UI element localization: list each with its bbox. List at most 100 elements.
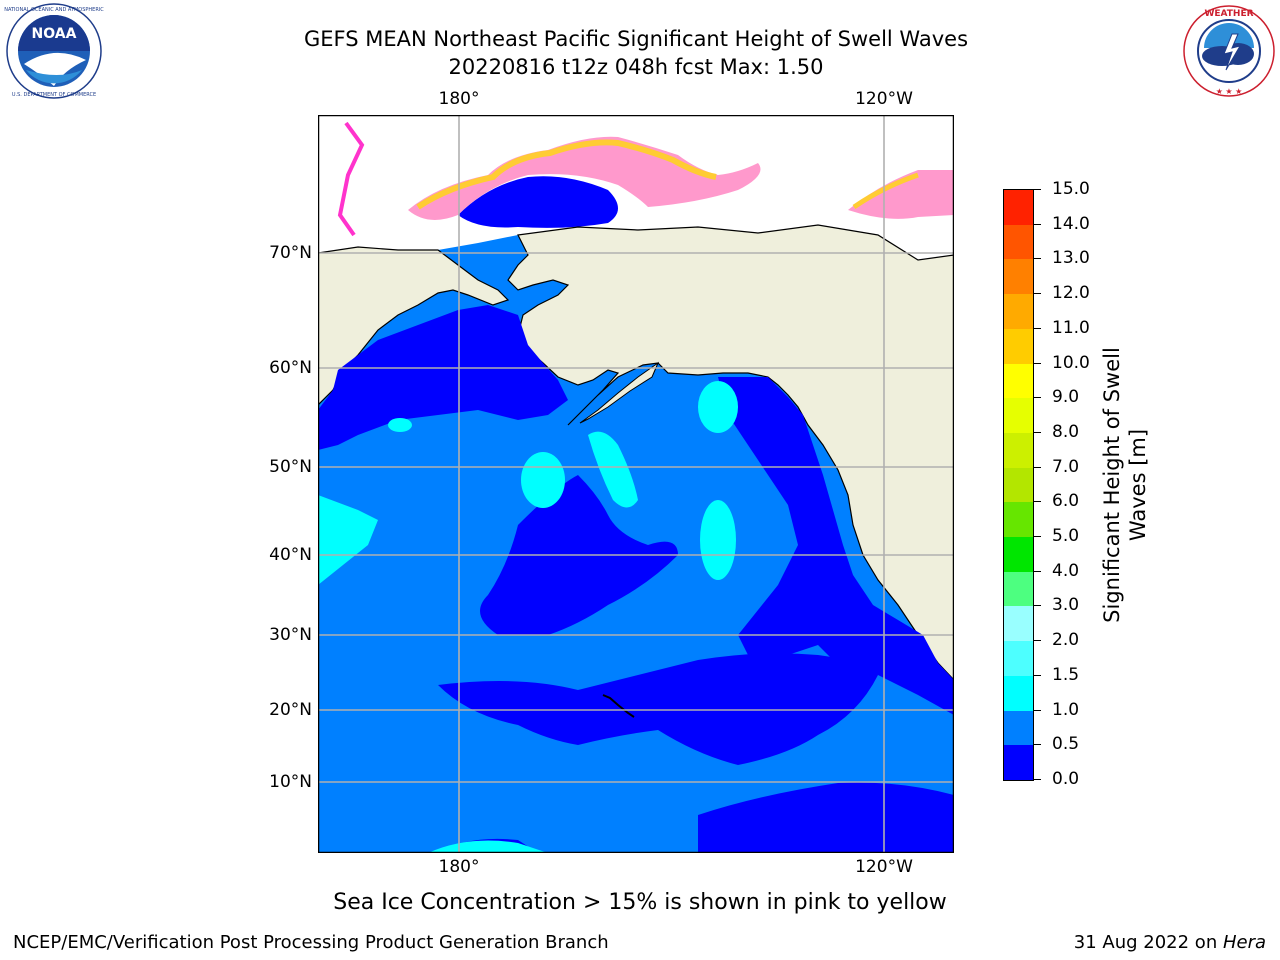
colorbar-tick bbox=[1033, 640, 1041, 642]
nws-logo: WEATHER ★ ★ ★ bbox=[1183, 5, 1275, 97]
colorbar-tick-label: 8.0 bbox=[1052, 421, 1080, 442]
colorbar bbox=[1003, 189, 1034, 781]
colorbar-segment bbox=[1004, 745, 1033, 780]
colorbar-tick bbox=[1033, 674, 1041, 676]
colorbar-tick bbox=[1033, 293, 1041, 295]
lat-label-10n: 10°N bbox=[269, 772, 312, 792]
svg-text:U.S. DEPARTMENT OF COMMERCE: U.S. DEPARTMENT OF COMMERCE bbox=[12, 92, 96, 98]
colorbar-segment bbox=[1004, 537, 1033, 572]
lon-label-top-180: 180° bbox=[438, 89, 480, 109]
colorbar-tick-label: 10.0 bbox=[1052, 352, 1090, 373]
land-hawaii bbox=[602, 694, 635, 718]
lon-label-top-120w: 120°W bbox=[855, 89, 913, 109]
lon-label-bottom-180: 180° bbox=[438, 857, 480, 877]
swell-low-bering bbox=[318, 305, 568, 450]
colorbar-tick-label: 13.0 bbox=[1052, 248, 1090, 269]
colorbar-segment bbox=[1004, 571, 1033, 607]
colorbar-tick bbox=[1033, 362, 1041, 364]
colorbar-tick-label: 7.0 bbox=[1052, 456, 1080, 477]
colorbar-segment bbox=[1004, 224, 1033, 260]
colorbar-tick bbox=[1033, 744, 1041, 746]
colorbar-tick bbox=[1033, 327, 1041, 329]
sea-ice-east bbox=[848, 170, 954, 219]
lat-label-50n: 50°N bbox=[269, 457, 312, 477]
swell-high-patch-7 bbox=[428, 840, 548, 853]
swell-high-patch-6 bbox=[318, 495, 378, 585]
colorbar-tick-label: 2.0 bbox=[1052, 630, 1080, 651]
sea-ice-west bbox=[318, 120, 363, 250]
colorbar-title: Significant Height of Swell Waves [m] bbox=[1100, 347, 1150, 623]
lon-label-bottom-120w: 120°W bbox=[855, 857, 913, 877]
colorbar-tick bbox=[1033, 779, 1041, 780]
colorbar-tick-label: 9.0 bbox=[1052, 387, 1080, 408]
colorbar-tick-label: 4.0 bbox=[1052, 560, 1080, 581]
colorbar-tick bbox=[1033, 570, 1041, 572]
land-north-america bbox=[507, 224, 954, 681]
lat-label-60n: 60°N bbox=[269, 358, 312, 378]
arctic-low-swell bbox=[458, 176, 618, 228]
svg-text:★ ★ ★: ★ ★ ★ bbox=[1216, 87, 1243, 96]
lat-label-40n: 40°N bbox=[269, 545, 312, 565]
colorbar-tick bbox=[1033, 397, 1041, 399]
swell-low-gulf-alaska bbox=[718, 377, 954, 715]
svg-text:WEATHER: WEATHER bbox=[1204, 9, 1253, 19]
colorbar-tick bbox=[1033, 466, 1041, 468]
chart-title: GEFS MEAN Northeast Pacific Significant … bbox=[303, 27, 969, 51]
colorbar-tick-label: 0.5 bbox=[1052, 734, 1080, 755]
swell-high-patch-2 bbox=[521, 452, 565, 508]
colorbar-tick bbox=[1033, 536, 1041, 538]
colorbar-segment bbox=[1004, 398, 1033, 433]
chart-subtitle: 20220816 t12z 048h fcst Max: 1.50 bbox=[448, 55, 824, 79]
footer-machine: Hera bbox=[1222, 932, 1266, 953]
swell-high-patch-4 bbox=[700, 500, 736, 580]
colorbar-tick-label: 1.0 bbox=[1052, 699, 1080, 720]
colorbar-tick-label: 15.0 bbox=[1052, 179, 1090, 199]
colorbar-segment bbox=[1004, 502, 1033, 538]
colorbar-segment bbox=[1004, 294, 1033, 329]
colorbar-tick-label: 3.0 bbox=[1052, 595, 1080, 616]
lat-label-20n: 20°N bbox=[269, 700, 312, 720]
colorbar-tick-label: 0.0 bbox=[1052, 769, 1080, 789]
sea-ice-caption: Sea Ice Concentration > 15% is shown in … bbox=[333, 890, 947, 915]
colorbar-tick bbox=[1033, 709, 1041, 711]
colorbar-tick bbox=[1033, 501, 1041, 503]
colorbar-tick bbox=[1033, 223, 1041, 225]
lat-label-30n: 30°N bbox=[269, 625, 312, 645]
colorbar-tick-label: 5.0 bbox=[1052, 526, 1080, 547]
colorbar-tick bbox=[1033, 605, 1041, 607]
map-gridlines bbox=[318, 115, 954, 853]
svg-text:NATIONAL OCEANIC AND ATMOSPHER: NATIONAL OCEANIC AND ATMOSPHERIC bbox=[4, 7, 104, 13]
footer-credit: NCEP/EMC/Verification Post Processing Pr… bbox=[13, 932, 609, 953]
swell-low-subtropical bbox=[438, 653, 878, 765]
colorbar-tick bbox=[1033, 258, 1041, 260]
colorbar-segment bbox=[1004, 432, 1033, 468]
noaa-logo-text: NOAA bbox=[32, 26, 77, 42]
colorbar-tick-label: 12.0 bbox=[1052, 283, 1090, 304]
land-alaska-peninsula bbox=[579, 361, 660, 424]
colorbar-segment bbox=[1004, 190, 1033, 225]
lat-label-70n: 70°N bbox=[269, 243, 312, 263]
sea-ice-west-edge bbox=[337, 121, 365, 237]
map-panel bbox=[318, 115, 954, 853]
colorbar-tick-label: 14.0 bbox=[1052, 213, 1090, 234]
footer-date-text: 31 Aug 2022 on bbox=[1073, 932, 1223, 953]
colorbar-segment bbox=[1004, 328, 1033, 364]
footer-date: 31 Aug 2022 on Hera bbox=[1074, 932, 1266, 953]
colorbar-segment bbox=[1004, 710, 1033, 746]
colorbar-tick bbox=[1033, 189, 1041, 190]
colorbar-segment bbox=[1004, 641, 1033, 676]
colorbar-segment bbox=[1004, 259, 1033, 295]
swell-high-patch-3 bbox=[588, 431, 638, 508]
colorbar-tick-label: 6.0 bbox=[1052, 491, 1080, 512]
colorbar-segment bbox=[1004, 363, 1033, 399]
colorbar-tick-label: 11.0 bbox=[1052, 317, 1090, 338]
swell-low-tropical-east bbox=[698, 782, 954, 853]
colorbar-tick-label: 1.5 bbox=[1052, 664, 1080, 685]
colorbar-tick bbox=[1033, 431, 1041, 433]
colorbar-segment bbox=[1004, 467, 1033, 503]
swell-high-patch-1 bbox=[698, 381, 738, 433]
colorbar-segment bbox=[1004, 606, 1033, 642]
colorbar-segment bbox=[1004, 675, 1033, 711]
noaa-logo: NOAA NATIONAL OCEANIC AND ATMOSPHERIC U.… bbox=[4, 3, 104, 99]
swell-high-patch-5 bbox=[388, 418, 412, 432]
